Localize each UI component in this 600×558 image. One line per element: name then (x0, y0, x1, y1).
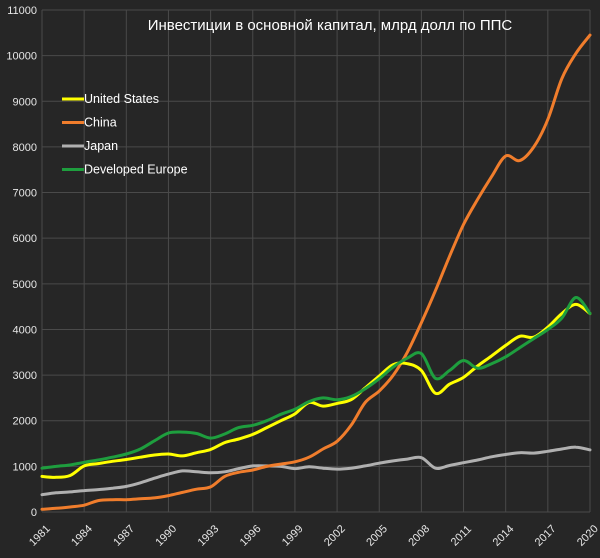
chart-title: Инвестиции в основной капитал, млрд долл… (148, 17, 513, 34)
y-tick-label: 7000 (13, 188, 37, 200)
legend: United States China Japan Developed Europe (62, 92, 188, 177)
legend-label-china: China (84, 116, 117, 130)
series-line-united-states (40, 302, 592, 479)
y-tick-label: 1000 (13, 461, 37, 473)
y-tick-label: 9000 (13, 96, 37, 108)
y-tick-label: 8000 (13, 142, 37, 154)
y-tick-label: 2000 (13, 416, 37, 428)
series-line-japan (40, 445, 592, 497)
y-tick-label: 0 (31, 507, 37, 519)
grid-layer (41, 9, 591, 513)
legend-label-japan: Japan (84, 139, 118, 153)
y-tick-label: 6000 (13, 233, 37, 245)
y-tick-label: 10000 (6, 51, 37, 63)
y-tick-label: 5000 (13, 279, 37, 291)
y-tick-label: 11000 (7, 5, 37, 17)
series-line-developed-europe (40, 296, 592, 470)
legend-label-united-states: United States (84, 92, 159, 106)
series-line-china (40, 33, 592, 511)
y-tick-label: 4000 (13, 324, 37, 336)
y-tick-label: 3000 (13, 370, 37, 382)
series-layer (40, 33, 592, 511)
legend-label-developed-europe: Developed Europe (84, 163, 188, 177)
